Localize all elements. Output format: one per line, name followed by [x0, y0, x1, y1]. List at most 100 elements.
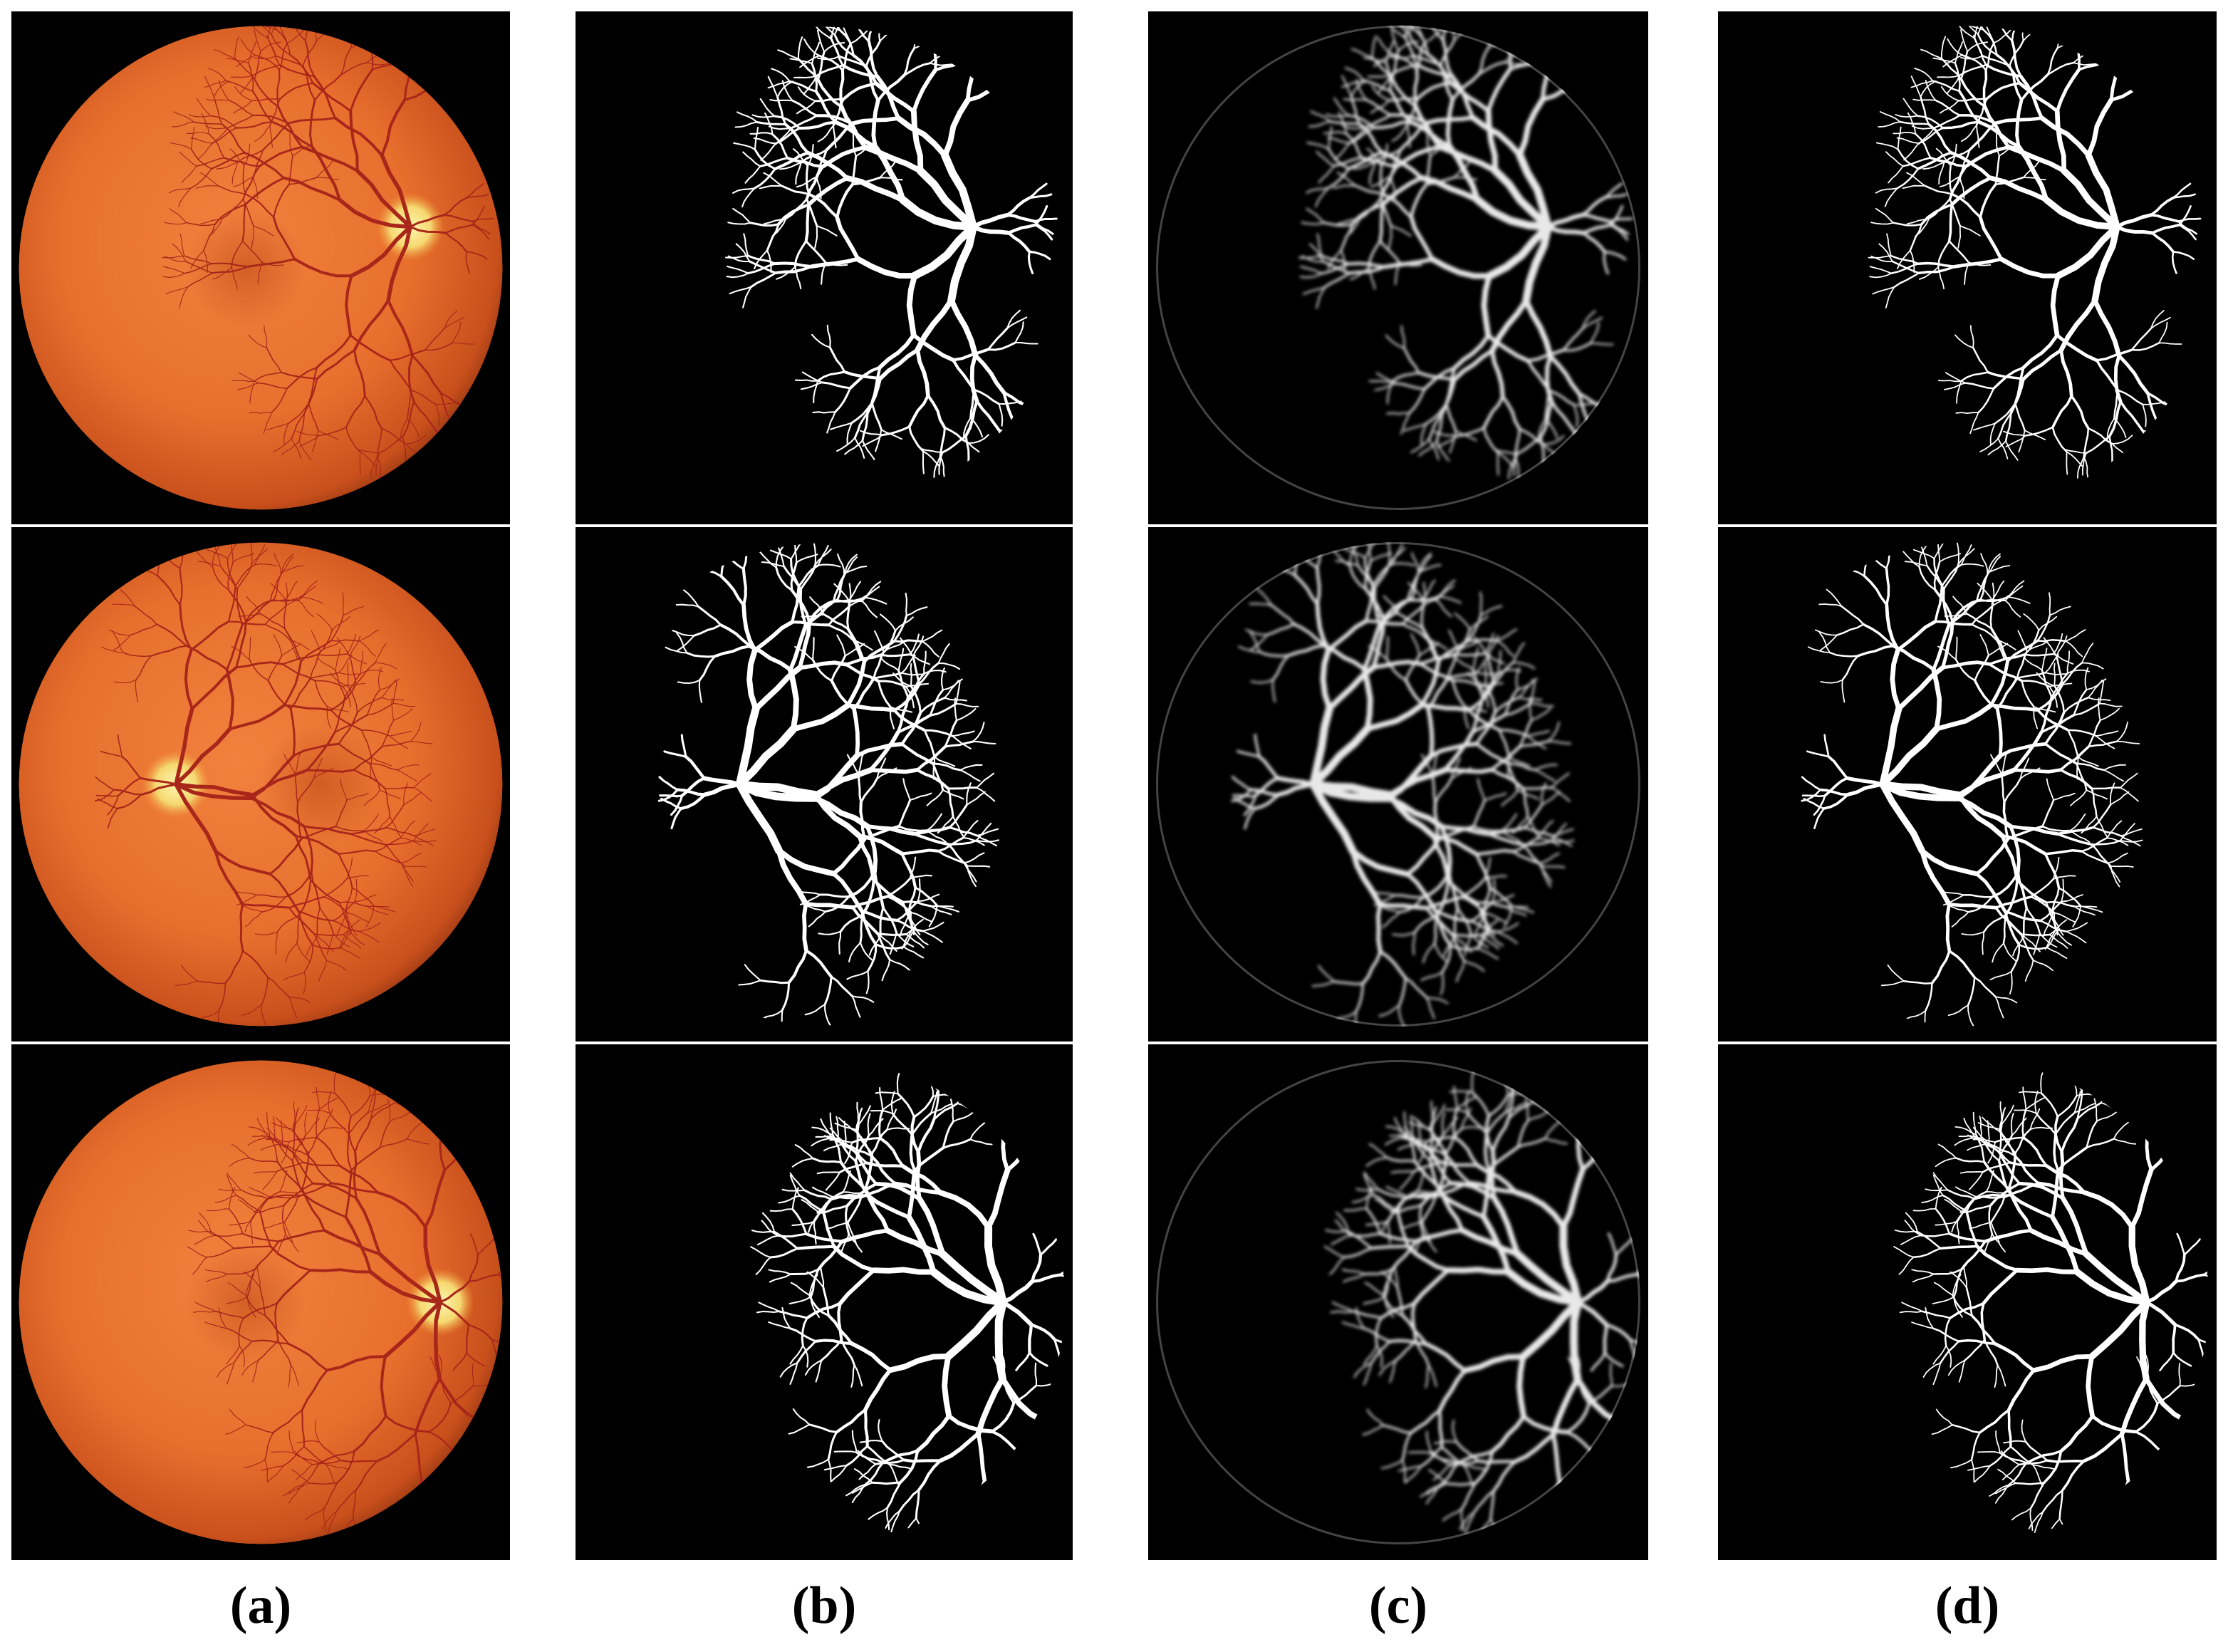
vessel	[1422, 579, 1436, 601]
vessel	[2172, 182, 2192, 199]
vessel	[1410, 633, 1420, 656]
vessel	[529, 1098, 551, 1101]
vessel	[848, 365, 882, 390]
vessel	[187, 1246, 208, 1258]
vessel	[311, 145, 341, 202]
vessel	[2224, 1091, 2228, 1092]
vessel	[264, 605, 287, 625]
vessel	[289, 707, 296, 757]
vessel	[1969, 325, 1974, 348]
vessel	[942, 1120, 954, 1149]
vessel	[1995, 1482, 2016, 1495]
vessel	[1379, 197, 1392, 227]
vessel	[1014, 341, 1038, 345]
vessel	[288, 1137, 318, 1143]
vessel	[891, 1112, 913, 1136]
vessel	[2024, 653, 2054, 657]
vessel	[758, 1302, 781, 1312]
vessel	[801, 1316, 808, 1347]
vessel	[269, 98, 281, 126]
vessel	[2004, 412, 2012, 442]
vessel	[1902, 185, 1926, 189]
vessel	[1445, 98, 1455, 149]
vessel	[800, 381, 823, 390]
vessel	[846, 599, 850, 630]
vessel	[413, 787, 432, 802]
vessel	[2087, 427, 2113, 445]
vessels	[1323, 1059, 1641, 1545]
vessel	[672, 630, 695, 637]
vessel	[2055, 928, 2072, 946]
vessel	[878, 333, 916, 370]
vessel	[1826, 588, 1843, 607]
vessel	[879, 906, 885, 937]
vessel	[1521, 1414, 1570, 1435]
vessel	[310, 879, 340, 903]
vessel	[169, 187, 192, 194]
vessel	[2066, 650, 2070, 675]
vessel	[335, 1490, 357, 1512]
vessel	[1403, 1126, 1421, 1145]
vessel	[192, 1257, 208, 1275]
vessel	[271, 1122, 294, 1130]
vessel	[2073, 1103, 2096, 1114]
vessel	[411, 354, 442, 395]
vessel	[1390, 224, 1412, 237]
vessel	[917, 1196, 946, 1257]
vessel	[334, 1092, 352, 1117]
vessel	[1377, 37, 1394, 56]
vessel	[241, 240, 263, 263]
vessel	[1885, 286, 1895, 308]
vessel	[529, 1082, 540, 1102]
vessel	[1107, 1493, 1127, 1502]
vessel	[761, 561, 785, 568]
vessel	[1953, 1268, 1963, 1298]
vessel	[1006, 223, 1037, 235]
vessel	[1428, 438, 1440, 460]
vessel	[430, 1356, 441, 1378]
vessel	[2063, 448, 2087, 454]
vessel	[1512, 642, 1525, 664]
vessel	[1969, 412, 1979, 435]
vessel	[863, 639, 896, 664]
vessel	[2036, 1181, 2086, 1195]
vessel	[741, 567, 747, 607]
vessel	[1609, 224, 1629, 241]
vessel	[281, 1120, 283, 1144]
vessel	[1562, 342, 1592, 352]
vessel	[749, 222, 780, 227]
vessel	[774, 261, 813, 269]
vessel	[333, 900, 355, 922]
vessel	[2024, 1440, 2049, 1462]
vessel	[1550, 1376, 1581, 1438]
vessel	[249, 1186, 270, 1198]
vessel	[1323, 271, 1351, 289]
vessel	[466, 194, 489, 199]
vessel	[1548, 353, 1581, 396]
vessel	[1350, 48, 1373, 59]
vessel	[2018, 944, 2049, 950]
vessel	[370, 456, 378, 479]
vessel	[759, 185, 783, 189]
fundus-area	[657, 543, 1000, 1026]
vessel	[308, 402, 319, 431]
vessel	[2103, 769, 2125, 782]
vessel	[359, 640, 376, 657]
vessel	[97, 798, 118, 809]
vessel	[1355, 79, 1368, 101]
vessel	[289, 133, 293, 157]
vessel	[510, 73, 530, 82]
vessel	[2091, 786, 2122, 790]
vessel	[2006, 1187, 2033, 1232]
vessel	[211, 266, 249, 274]
vessel	[204, 80, 227, 88]
vessel	[305, 1507, 325, 1520]
vessel	[2113, 1138, 2137, 1145]
vessel	[1447, 671, 1478, 679]
vessel	[1474, 636, 1489, 657]
vessel	[885, 1227, 946, 1257]
vessel	[1350, 80, 1368, 98]
vessel	[880, 429, 902, 440]
vessel	[1501, 813, 1517, 832]
vessel	[326, 1464, 349, 1470]
